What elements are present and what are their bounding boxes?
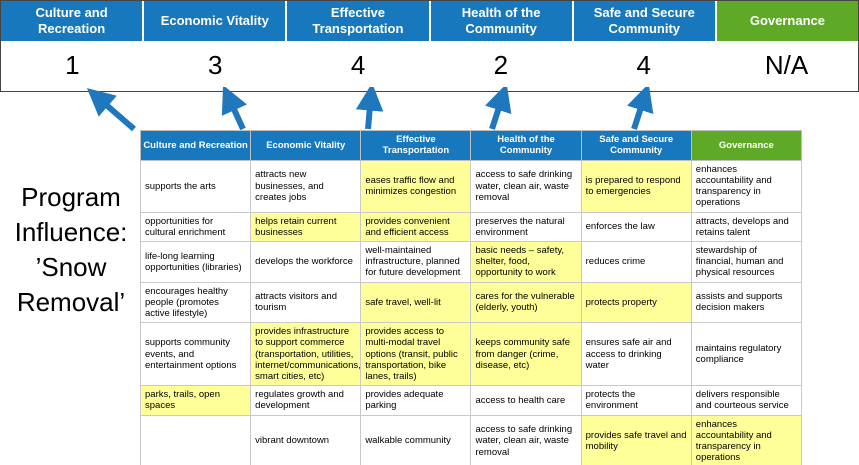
table-cell: parks, trails, open spaces [139, 385, 252, 416]
table-cell: provides access to multi-modal travel op… [360, 322, 472, 387]
table-row: parks, trails, open spaces regulates grow… [139, 385, 803, 416]
table-cell: enhances accountability and transparency… [690, 159, 803, 213]
up-arrows [86, 87, 654, 132]
table-cell: supports the arts [139, 159, 252, 213]
table-cell: opportunities for cultural enrichment [139, 211, 252, 243]
table-cell: stewardship of financial, human and phys… [690, 241, 803, 283]
column-header: Health of the Community [470, 130, 582, 161]
up-arrow-icon [86, 88, 136, 132]
up-arrow-icon [221, 87, 248, 131]
table-cell: eases traffic flow and minimizes congest… [360, 159, 472, 213]
table-cell: maintains regulatory compliance [690, 322, 803, 387]
table-cell: provides infrastructure to support comme… [250, 322, 362, 387]
column-header: Culture and Recreation [139, 130, 252, 161]
table-cell: is prepared to respond to emergencies [580, 159, 692, 213]
table-cell: enforces the law [580, 211, 692, 243]
table-cell: delivers responsible and courteous servi… [690, 385, 803, 416]
table-row: supports community events, and entertain… [139, 322, 803, 387]
scoreboard-score-row: 1 3 4 2 4 N/A [1, 41, 858, 91]
scoreboard: Culture and Recreation Economic Vitality E… [0, 0, 859, 92]
table-cell: access to safe drinking water, clean air… [470, 414, 582, 465]
table-cell: enhances accountability and transparency… [690, 414, 803, 465]
scoreboard-header-row: Culture and Recreation Economic Vitality E… [1, 1, 859, 41]
scoreboard-score: 1 [65, 50, 80, 80]
up-arrow-icon [485, 87, 512, 130]
scoreboard-header: Governance [716, 1, 859, 41]
table-row: encourages healthy people (promotes acti… [139, 281, 803, 324]
table-cell [139, 414, 252, 465]
table-cell: attracts visitors and tourism [250, 281, 362, 324]
influence-table-head: Culture and Recreation Economic Vitality E… [139, 130, 803, 161]
scoreboard-header: Culture and Recreation [1, 1, 145, 41]
table-header-row: Culture and Recreation Economic Vitality E… [139, 130, 803, 161]
table-cell: provides adequate parking [360, 385, 472, 416]
table-cell: safe travel, well-lit [360, 281, 472, 324]
table-cell: life-long learning opportunities (librar… [139, 241, 252, 283]
table-cell: develops the workforce [250, 241, 362, 283]
influence-table-body: supports the arts attracts new businesses… [139, 159, 803, 465]
table-cell: helps retain current businesses [250, 211, 362, 243]
column-header: Effective Transportation [360, 130, 472, 161]
table-cell: cares for the vulnerable (elderly, youth… [470, 281, 582, 324]
scoreboard-header: Health of the Community [430, 1, 574, 41]
table-cell: preserves the natural environment [470, 211, 582, 243]
table-cell: supports community events, and entertain… [139, 322, 252, 387]
table-row: vibrant downtown walkable community access… [139, 414, 803, 465]
influence-table: Culture and Recreation Economic Vitality E… [139, 130, 803, 465]
table-cell: access to health care [470, 385, 582, 416]
table-row: supports the arts attracts new businesses… [139, 159, 803, 213]
table-cell: protects the environment [580, 385, 692, 416]
table-cell: keeps community safe from danger (crime,… [470, 322, 582, 387]
scoreboard-header: Safe and Secure Community [573, 1, 717, 41]
scoreboard-score: 4 [636, 50, 651, 80]
up-arrow-icon [627, 87, 654, 130]
table-cell: regulates growth and development [250, 385, 362, 416]
table-cell: well-maintained infrastructure, planned … [360, 241, 472, 283]
up-arrow-icon [355, 87, 384, 130]
column-header: Safe and Secure Community [580, 130, 692, 161]
column-header: Economic Vitality [250, 130, 362, 161]
table-cell: attracts, develops and retains talent [690, 211, 803, 243]
table-cell: attracts new businesses, and creates job… [250, 159, 362, 213]
table-cell: provides safe travel and mobility [580, 414, 692, 465]
table-row: opportunities for cultural enrichment hel… [139, 211, 803, 243]
table-cell: vibrant downtown [250, 414, 362, 465]
table-cell: reduces crime [580, 241, 692, 283]
table-cell: basic needs – safety, shelter, food, opp… [470, 241, 582, 283]
scoreboard-score: N/A [764, 50, 809, 80]
table-row: life-long learning opportunities (librar… [139, 241, 803, 283]
table-cell: provides convenient and efficient access [360, 211, 472, 243]
table-cell: assists and supports decision makers [690, 281, 803, 324]
scoreboard-score: 2 [493, 50, 509, 80]
program-title: Program Influence: ’Snow Removal’ [14, 182, 128, 317]
table-cell: protects property [580, 281, 692, 324]
scoreboard-header: Economic Vitality [144, 1, 288, 41]
table-cell: walkable community [360, 414, 472, 465]
column-header: Governance [690, 130, 803, 161]
table-cell: access to safe drinking water, clean air… [470, 159, 582, 213]
scoreboard-score: 4 [350, 50, 366, 80]
scoreboard-score: 3 [208, 50, 223, 80]
table-cell: encourages healthy people (promotes acti… [139, 281, 252, 324]
scoreboard-header: Effective Transportation [287, 1, 431, 41]
table-cell: ensures safe air and access to drinking … [580, 322, 692, 387]
